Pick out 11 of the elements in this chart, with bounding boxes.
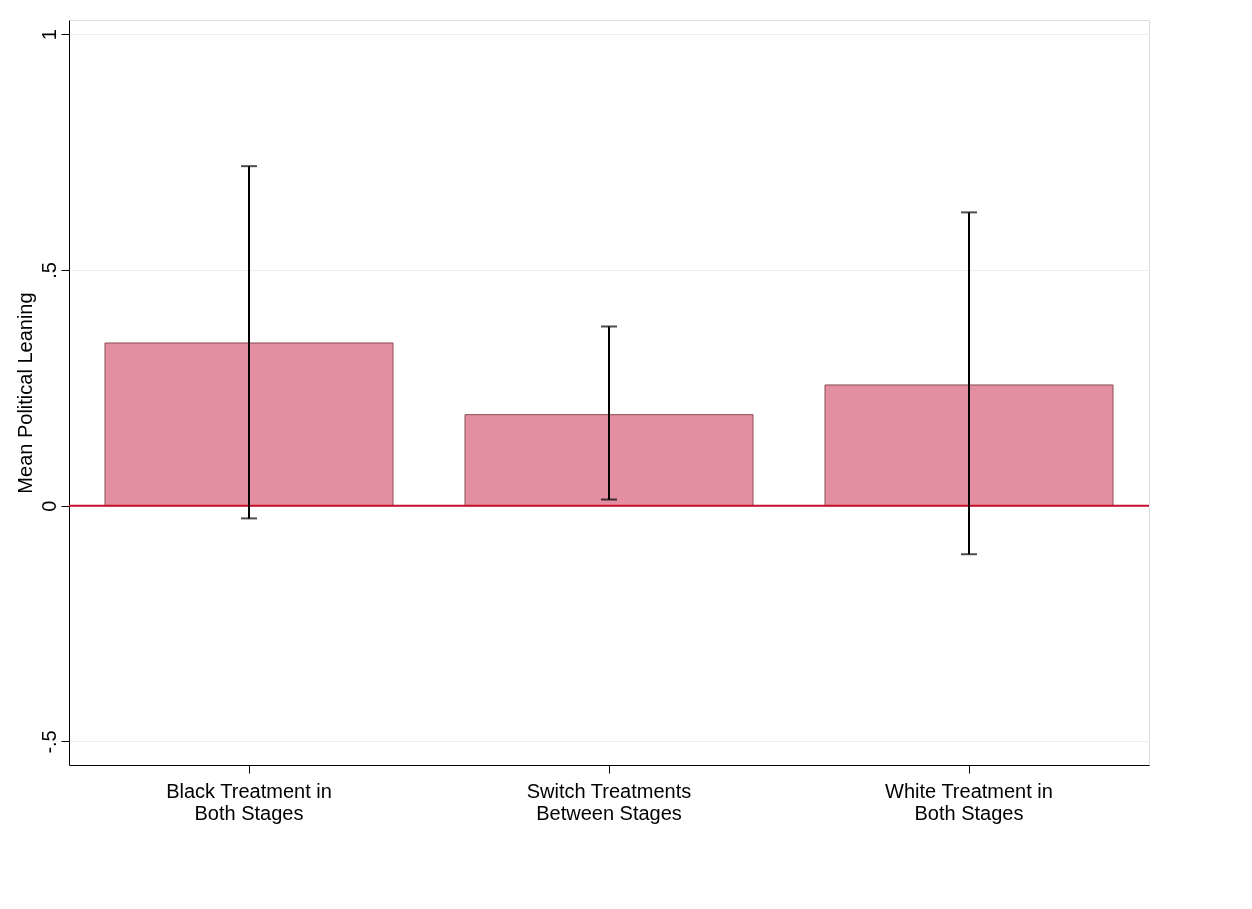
x-tick-label: Switch Treatments Between Stages: [526, 779, 692, 824]
y-tick-label: -.5: [37, 730, 60, 754]
y-axis-title: Mean Political Leaning: [13, 292, 36, 494]
y-tick-label: .5: [37, 262, 60, 279]
bar: [824, 384, 1114, 507]
y-tick-label: 1: [37, 29, 60, 41]
y-tick-label: 0: [37, 500, 60, 512]
x-tick-label: Black Treatment in Both Stages: [166, 779, 332, 824]
bar: [464, 414, 754, 507]
x-tick-label: White Treatment in Both Stages: [885, 779, 1053, 824]
bar: [104, 342, 394, 507]
